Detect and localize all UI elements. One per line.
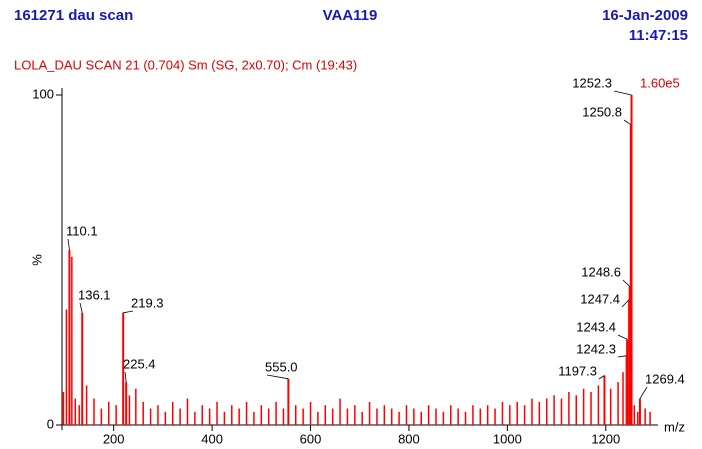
x-tick-label: 1000 (493, 431, 522, 446)
chart-title: 161271 dau scan (14, 7, 133, 24)
leader-line (617, 334, 628, 340)
leader-line (67, 238, 70, 251)
x-tick-label: 1200 (591, 431, 620, 446)
x-tick-label: 800 (398, 431, 420, 446)
peak-label: 1247.4 (580, 291, 620, 306)
y-tick-label: 0 (47, 416, 54, 431)
peak-label: 219.3 (131, 295, 164, 310)
peak-label: 1252.3 (572, 75, 612, 90)
y-tick-label: 100 (32, 86, 54, 101)
leader-line (621, 299, 630, 308)
x-tick-label: 600 (300, 431, 322, 446)
sample-name: VAA119 (323, 7, 378, 24)
peak-label: 1250.8 (582, 104, 622, 119)
peak-label: 1269.4 (645, 371, 685, 386)
intensity: 1.60e5 (640, 75, 680, 90)
peak-label: 1248.6 (581, 264, 621, 279)
leader-line (123, 310, 134, 314)
date: 16-Jan-2009 (602, 7, 688, 24)
leader-line (617, 355, 627, 358)
leader-line (266, 374, 289, 380)
leader-line (639, 386, 648, 399)
peak-label: 225.4 (123, 356, 156, 371)
leader-line (622, 279, 630, 287)
leader-line (124, 371, 127, 383)
x-tick-label: 200 (103, 431, 125, 446)
time: 11:47:15 (629, 27, 688, 44)
x-axis-label: m/z (664, 419, 685, 434)
y-axis-label: % (29, 254, 44, 266)
peak-label: 1242.3 (576, 341, 616, 356)
peak-label: 1243.4 (576, 319, 616, 334)
leader-line (613, 90, 632, 96)
leader-line (623, 119, 632, 126)
peak-label: 1197.3 (558, 363, 597, 378)
peak-label: 555.0 (265, 359, 298, 374)
peak-label: 110.1 (66, 223, 98, 238)
peak-label: 136.1 (78, 287, 111, 302)
x-tick-label: 400 (201, 431, 223, 446)
subtitle: LOLA_DAU SCAN 21 (0.704) Sm (SG, 2x0.70)… (14, 57, 357, 72)
leader-line (598, 375, 605, 380)
leader-line (79, 302, 83, 313)
